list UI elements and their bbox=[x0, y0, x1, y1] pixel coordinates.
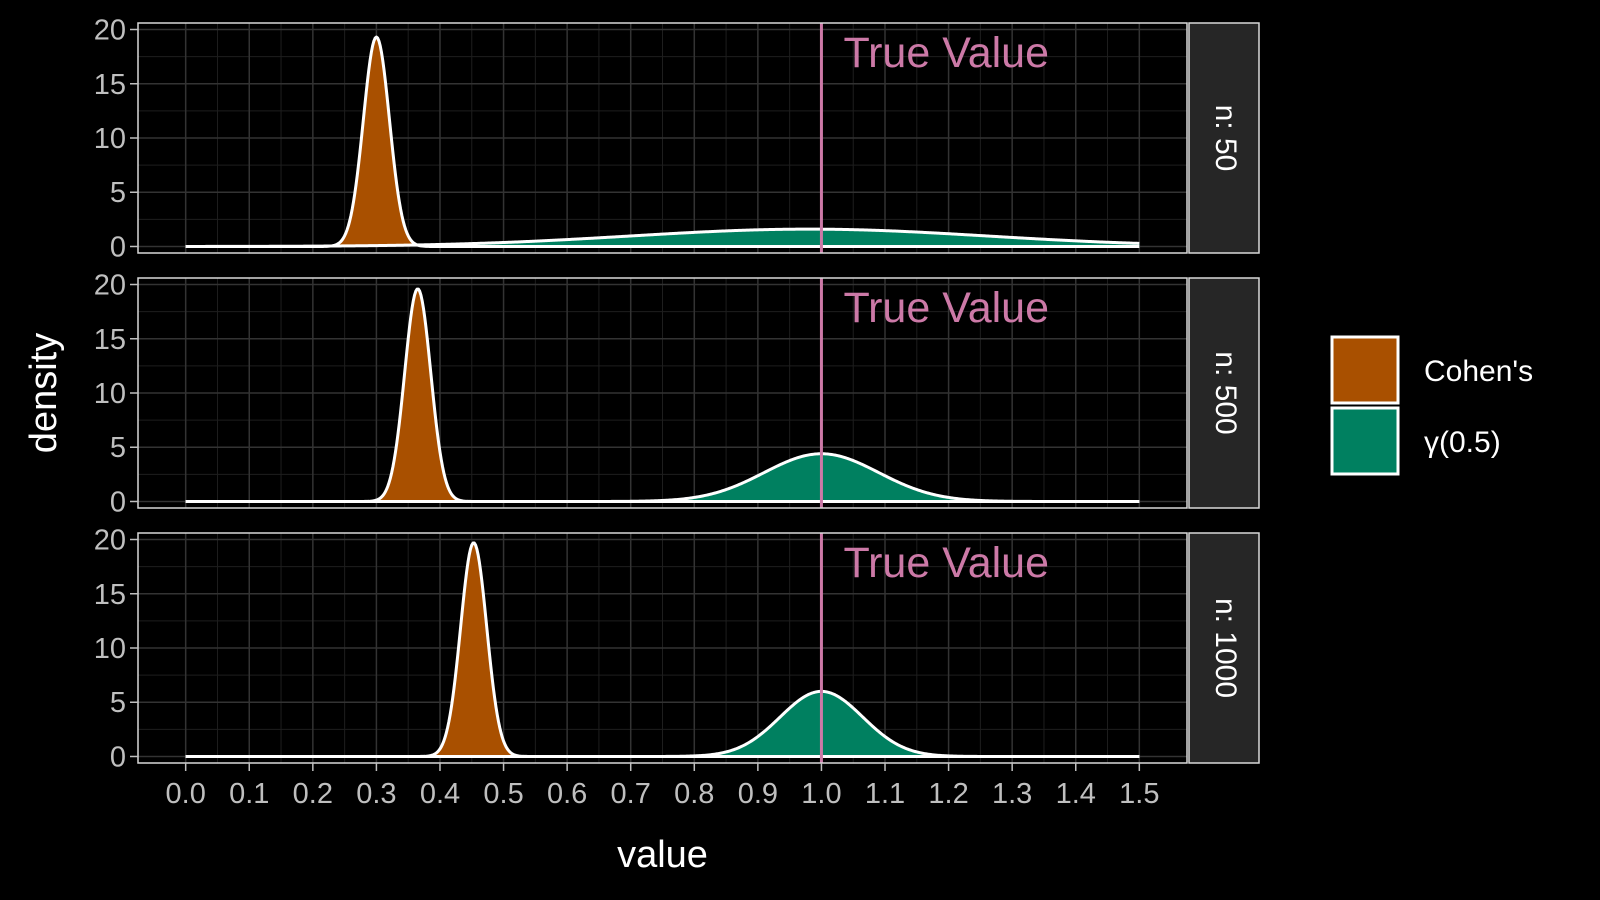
y-tick-label: 10 bbox=[94, 123, 126, 155]
x-tick-label: 0.9 bbox=[738, 778, 778, 810]
y-axis-title: density bbox=[23, 333, 65, 453]
y-tick-label: 0 bbox=[110, 486, 126, 518]
density-area-gamma bbox=[185, 229, 1140, 247]
x-axis-title: value bbox=[617, 834, 708, 876]
facet-strip bbox=[1188, 532, 1260, 764]
density-area-cohens bbox=[185, 289, 1140, 502]
facet-strip-label: n: 50 bbox=[1209, 105, 1242, 172]
facet-strip-label: n: 500 bbox=[1209, 351, 1242, 434]
legend-label-gamma: γ(0.5) bbox=[1424, 426, 1501, 459]
density-outline-gamma bbox=[185, 452, 1140, 503]
y-tick-label: 20 bbox=[94, 525, 126, 557]
x-tick-label: 0.2 bbox=[293, 778, 333, 810]
y-tick-label: 10 bbox=[94, 633, 126, 665]
y-tick-label: 20 bbox=[94, 270, 126, 302]
facet-strip bbox=[1188, 277, 1260, 509]
density-outline-cohens bbox=[185, 35, 1140, 248]
x-tick-label: 0.0 bbox=[166, 778, 206, 810]
y-tick-label: 5 bbox=[110, 687, 126, 719]
panel-2: True Value 0 5 10 15 20 n: 500 bbox=[94, 270, 1260, 518]
density-outline-gamma bbox=[185, 689, 1140, 758]
x-tick-label: 0.5 bbox=[483, 778, 523, 810]
panel-1: True Value 0 5 10 15 20 n: 50 bbox=[94, 15, 1260, 263]
x-tick-label: 0.6 bbox=[547, 778, 587, 810]
x-tick-label: 0.4 bbox=[420, 778, 460, 810]
legend-label-cohens: Cohen's bbox=[1424, 355, 1533, 388]
legend-key-cohens bbox=[1330, 335, 1400, 405]
y-tick-label: 15 bbox=[94, 69, 126, 101]
true-value-label: True Value bbox=[843, 29, 1049, 77]
y-tick-label: 5 bbox=[110, 432, 126, 464]
x-tick-label: 1.3 bbox=[992, 778, 1032, 810]
density-area-gamma bbox=[185, 453, 1140, 502]
legend: Cohen's γ(0.5) bbox=[1330, 335, 1533, 476]
x-tick-label: 0.8 bbox=[674, 778, 714, 810]
facet-strip-label: n: 1000 bbox=[1209, 598, 1242, 698]
true-value-label: True Value bbox=[843, 539, 1049, 587]
y-tick-label: 5 bbox=[110, 177, 126, 209]
y-tick-label: 0 bbox=[110, 231, 126, 263]
y-tick-label: 15 bbox=[94, 324, 126, 356]
density-area-cohens bbox=[185, 37, 1140, 247]
panel-3: True Value 0 5 10 15 20 n: 1000 bbox=[94, 525, 1260, 773]
x-tick-label: 0.1 bbox=[229, 778, 269, 810]
y-tick-label: 20 bbox=[94, 15, 126, 47]
x-tick-label: 0.3 bbox=[356, 778, 396, 810]
x-tick-label: 1.2 bbox=[928, 778, 968, 810]
facet-strip bbox=[1188, 22, 1260, 254]
y-tick-label: 10 bbox=[94, 378, 126, 410]
density-outline-gamma bbox=[185, 227, 1140, 248]
x-tick-label: 1.0 bbox=[801, 778, 841, 810]
true-value-label: True Value bbox=[843, 284, 1049, 332]
x-tick-label: 1.1 bbox=[865, 778, 905, 810]
legend-key-gamma bbox=[1330, 406, 1400, 476]
x-tick-label: 0.7 bbox=[611, 778, 651, 810]
x-tick-label: 1.5 bbox=[1119, 778, 1159, 810]
y-tick-label: 0 bbox=[110, 741, 126, 773]
x-tick-label: 1.4 bbox=[1056, 778, 1096, 810]
y-tick-label: 15 bbox=[94, 579, 126, 611]
